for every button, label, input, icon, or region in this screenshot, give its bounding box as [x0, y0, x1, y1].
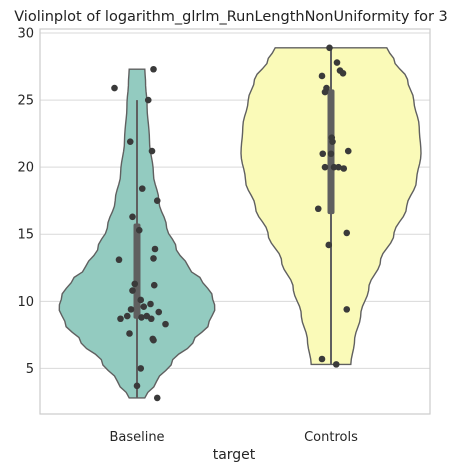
data-point	[137, 297, 144, 304]
chart-title: Violinplot of logarithm_glrlm_RunLengthN…	[14, 9, 448, 25]
y-tick-labels: 5 10 15 20 25 30	[17, 27, 34, 377]
iqr-box-baseline	[134, 224, 141, 319]
y-tick-label: 30	[17, 27, 34, 42]
data-point	[315, 205, 322, 212]
data-point	[129, 214, 136, 221]
data-point	[151, 282, 158, 289]
data-point	[128, 306, 135, 313]
data-point	[149, 148, 156, 155]
y-tick-label: 20	[17, 161, 34, 176]
data-point	[127, 138, 134, 145]
data-point	[343, 306, 350, 313]
data-point	[345, 148, 352, 155]
data-point	[134, 383, 141, 390]
data-point	[139, 185, 146, 192]
x-axis-label: target	[213, 447, 256, 463]
data-point	[155, 309, 162, 316]
data-point	[328, 150, 335, 157]
data-point	[111, 85, 118, 92]
data-point	[116, 256, 123, 263]
data-point	[126, 330, 133, 337]
data-point	[150, 66, 157, 73]
data-point	[334, 59, 341, 66]
data-point	[329, 138, 336, 145]
data-point	[154, 395, 161, 402]
data-point	[138, 314, 145, 321]
data-point	[333, 361, 340, 368]
y-tick-label: 5	[26, 362, 34, 377]
data-point	[340, 165, 347, 172]
x-tick-label-baseline: Baseline	[109, 430, 164, 445]
data-point	[152, 246, 159, 253]
y-tick-label: 15	[17, 228, 34, 243]
data-point	[117, 315, 124, 322]
data-point	[154, 197, 161, 204]
data-point	[340, 70, 347, 77]
data-point	[136, 227, 143, 234]
y-tick-label: 10	[17, 295, 34, 310]
data-point	[343, 230, 350, 237]
data-point	[319, 150, 326, 157]
x-tick-labels: Baseline Controls	[109, 430, 358, 445]
data-point	[322, 164, 329, 171]
data-point	[162, 321, 169, 328]
data-point	[319, 73, 326, 80]
data-point	[150, 337, 157, 344]
data-point	[326, 44, 333, 51]
data-point	[319, 356, 326, 363]
data-point	[140, 303, 147, 310]
data-point	[325, 242, 332, 249]
data-point	[147, 301, 154, 308]
data-point	[150, 255, 157, 262]
x-tick-label-controls: Controls	[304, 430, 358, 445]
data-point	[323, 85, 330, 92]
data-point	[129, 287, 136, 294]
data-point	[137, 365, 144, 372]
data-point	[131, 281, 138, 288]
data-point	[124, 313, 131, 320]
data-point	[148, 315, 155, 322]
data-point	[145, 97, 152, 104]
y-tick-label: 25	[17, 94, 34, 109]
